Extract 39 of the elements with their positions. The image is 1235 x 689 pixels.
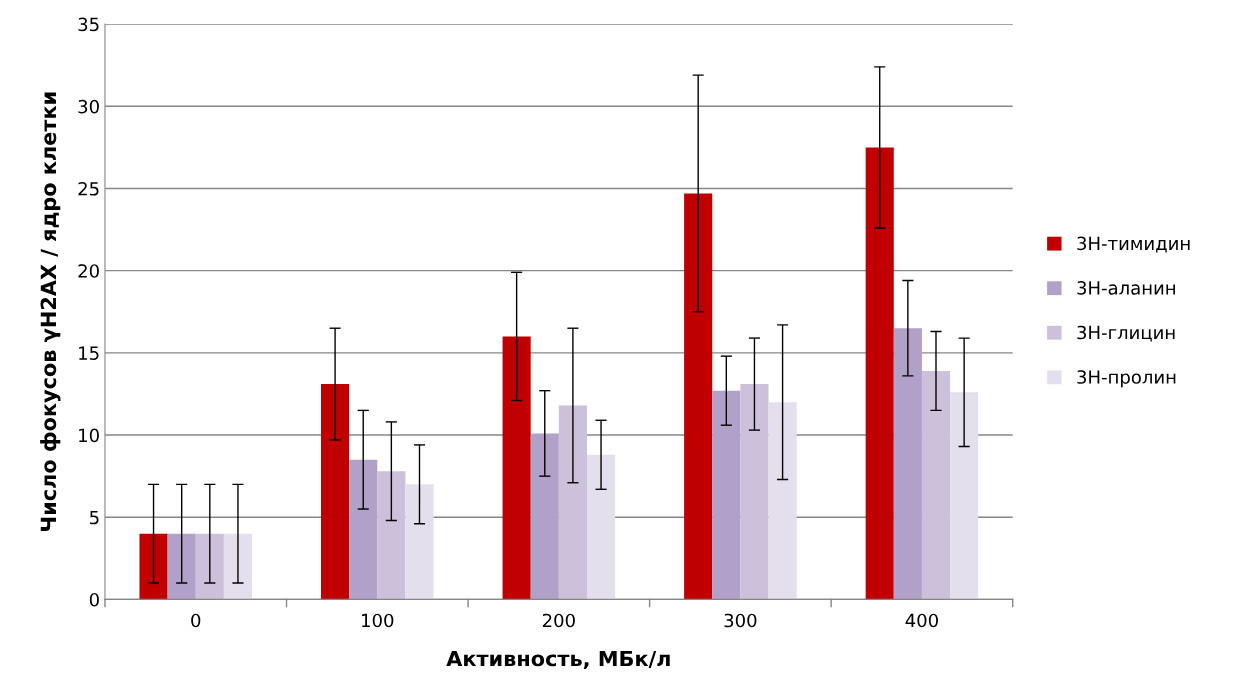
bar bbox=[921, 370, 951, 600]
bar bbox=[321, 384, 350, 600]
bar bbox=[893, 328, 922, 600]
bar bbox=[558, 405, 587, 600]
bar bbox=[530, 433, 559, 600]
bar bbox=[139, 533, 168, 600]
y-tick-label: 0 bbox=[89, 592, 99, 607]
y-tick-label: 5 bbox=[90, 510, 99, 525]
x-tick-label: 100 bbox=[362, 613, 394, 628]
x-tick-label: 400 bbox=[905, 613, 938, 628]
y-tick-label: 35 bbox=[78, 17, 99, 32]
legend-label: 3H-глицин bbox=[1077, 325, 1175, 342]
bar bbox=[586, 454, 616, 600]
bar bbox=[768, 402, 797, 600]
y-tick-label: 15 bbox=[79, 346, 99, 360]
y-tick-label: 30 bbox=[78, 99, 99, 114]
y-tick-label: 25 bbox=[78, 181, 99, 196]
bar bbox=[167, 533, 196, 600]
x-tick-label: 300 bbox=[724, 613, 757, 628]
legend-label: 3H-пролин bbox=[1077, 370, 1176, 388]
bar bbox=[377, 471, 406, 600]
bar bbox=[950, 392, 979, 600]
y-axis-title: Число фокусов γH2AX / ядро клетки bbox=[40, 92, 61, 532]
x-tick-label: 200 bbox=[542, 613, 575, 628]
bar bbox=[349, 459, 378, 600]
bar bbox=[405, 484, 434, 600]
x-axis-title: Активность, МБк/л bbox=[446, 650, 670, 670]
bar bbox=[865, 147, 894, 600]
bar bbox=[195, 533, 224, 600]
bar bbox=[502, 336, 531, 600]
bar bbox=[712, 390, 741, 600]
legend-label: 3H-тимидин bbox=[1077, 236, 1190, 253]
bar bbox=[223, 533, 253, 600]
bar bbox=[684, 193, 713, 600]
legend-label: 3H-аланин bbox=[1077, 281, 1175, 295]
y-tick-label: 20 bbox=[78, 264, 99, 278]
y-tick-label: 10 bbox=[79, 428, 99, 443]
x-tick-label: 0 bbox=[191, 613, 201, 628]
bar bbox=[740, 384, 769, 600]
